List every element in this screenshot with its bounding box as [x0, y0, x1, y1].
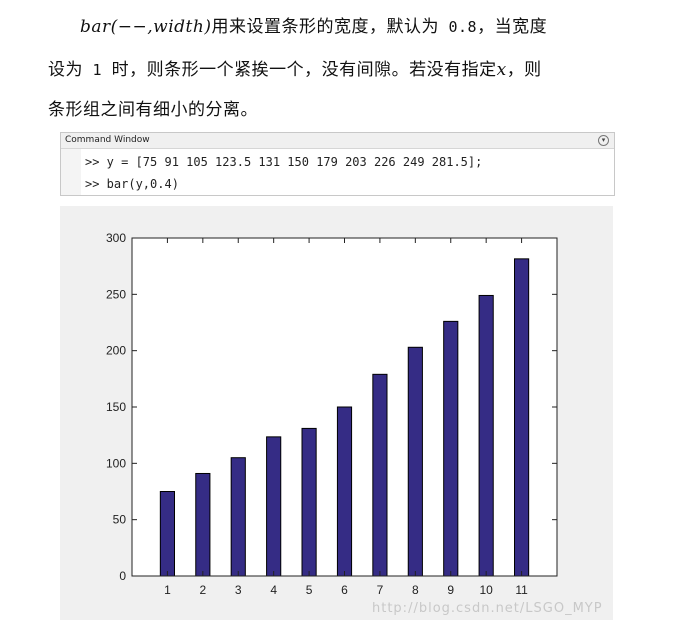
x-tick-label-6: 6: [341, 583, 348, 597]
x-tick-label-4: 4: [270, 583, 277, 597]
paragraph-line-3: 条形组之间有细小的分离。: [48, 95, 648, 120]
command-line-2: >> bar(y,0.4): [85, 177, 179, 191]
default-width-value: 0.8: [438, 18, 478, 36]
y-tick-label-250: 250: [106, 287, 126, 301]
y-tick-label-300: 300: [106, 231, 126, 245]
x-tick-label-9: 9: [447, 583, 454, 597]
command-window: Command Window ▾ >> y = [75 91 105 123.5…: [60, 132, 615, 196]
y-tick-label-0: 0: [119, 569, 126, 583]
width-one-value: 1: [83, 61, 112, 79]
x-tick-label-11: 11: [515, 583, 528, 597]
bar-2: [195, 472, 211, 577]
x-tick-label-1: 1: [164, 583, 171, 597]
bar-1: [159, 491, 176, 577]
line2-b: 时，则条形一个紧挨一个，没有间隙。若没有指定: [111, 60, 497, 80]
y-tick-label-50: 50: [113, 513, 127, 527]
bar-10: [478, 294, 494, 577]
x-tick-label-10: 10: [479, 583, 493, 597]
line2-c: ，则: [506, 60, 542, 80]
bar-5: [301, 427, 317, 577]
bar-7: [372, 373, 388, 577]
command-window-header: Command Window ▾: [61, 133, 614, 149]
command-window-title: Command Window: [65, 135, 150, 145]
watermark: http://blog.csdn.net/LSGO_MYP: [372, 601, 603, 616]
x-tick-label-2: 2: [199, 583, 206, 597]
bar-9: [443, 320, 459, 577]
bar-syntax-math: bar(−−,width): [80, 17, 212, 37]
bar-11: [514, 258, 530, 577]
figure-window: 0 50 100 150 200 250 300 1 2 3 4 5 6 7 8 9 10 11: [60, 206, 613, 620]
bar-3: [230, 457, 246, 577]
command-gutter: [61, 149, 81, 195]
line3-text: 条形组之间有细小的分离。: [48, 100, 258, 120]
line1-end: ，当宽度: [477, 17, 548, 37]
x-math: x: [496, 60, 507, 80]
x-tick-label-5: 5: [306, 583, 313, 597]
bar-6: [336, 406, 353, 577]
y-tick-label-100: 100: [106, 456, 126, 470]
line2-a: 设为: [48, 60, 83, 80]
x-tick-label-8: 8: [412, 583, 419, 597]
window-menu-icon[interactable]: ▾: [598, 135, 609, 146]
y-tick-label-200: 200: [106, 344, 126, 358]
bar-chart: 0 50 100 150 200 250 300 1 2 3 4 5 6 7 8 9 10 11: [106, 231, 558, 597]
paragraph-line-2: 设为 1 时，则条形一个紧挨一个，没有间隙。若没有指定x，则: [48, 55, 648, 80]
bar-4: [266, 436, 282, 577]
x-tick-label-3: 3: [235, 583, 242, 597]
y-tick-label-150: 150: [106, 400, 126, 414]
line1-text: 用来设置条形的宽度，默认为: [211, 17, 439, 37]
x-tick-label-7: 7: [377, 583, 384, 597]
bar-8: [407, 346, 423, 577]
paragraph-line-1: bar(−−,width)用来设置条形的宽度，默认为 0.8，当宽度: [80, 12, 674, 37]
command-line-1: >> y = [75 91 105 123.5 131 150 179 203 …: [85, 155, 483, 169]
